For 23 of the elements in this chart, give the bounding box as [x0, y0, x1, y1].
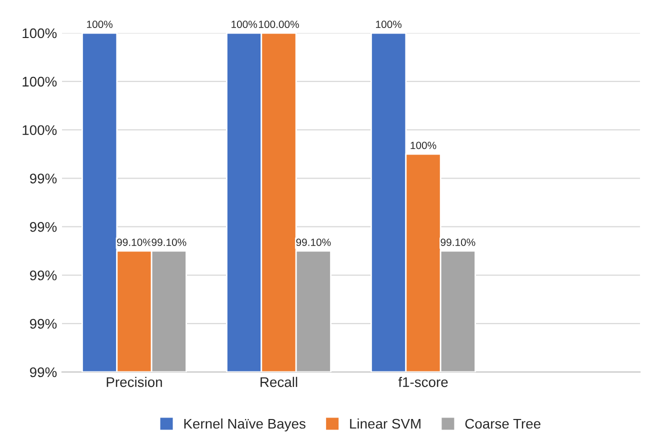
y-tick-label: 100% — [22, 28, 57, 38]
y-tick-label: 99% — [30, 270, 57, 280]
x-tick-label: Precision — [106, 376, 162, 388]
data-label: 100% — [87, 20, 113, 28]
y-tick-label: 99% — [30, 222, 57, 232]
y-tick-label: 99% — [30, 318, 57, 329]
y-tick-label: 99% — [30, 367, 57, 378]
data-label: 100.00% — [258, 20, 299, 28]
data-label: 99.10% — [440, 238, 476, 246]
data-label: 99.10% — [152, 238, 186, 246]
data-label: 100% — [376, 20, 402, 28]
legend-label: Linear SVM — [350, 418, 420, 429]
x-tick-label: Recall — [260, 376, 298, 388]
legend-label: Kernel Naïve Bayes — [184, 418, 306, 432]
data-label: 99.10% — [296, 238, 331, 246]
x-tick-label: f1-score — [398, 376, 448, 388]
legend-label: Coarse Tree — [465, 418, 540, 429]
data-label: 100% — [410, 142, 436, 150]
data-label: 100% — [232, 20, 258, 28]
data-label: 99.10% — [117, 238, 152, 246]
y-tick-label: 99% — [30, 174, 57, 184]
y-tick-label: 100% — [22, 76, 57, 87]
y-tick-label: 100% — [22, 125, 57, 136]
